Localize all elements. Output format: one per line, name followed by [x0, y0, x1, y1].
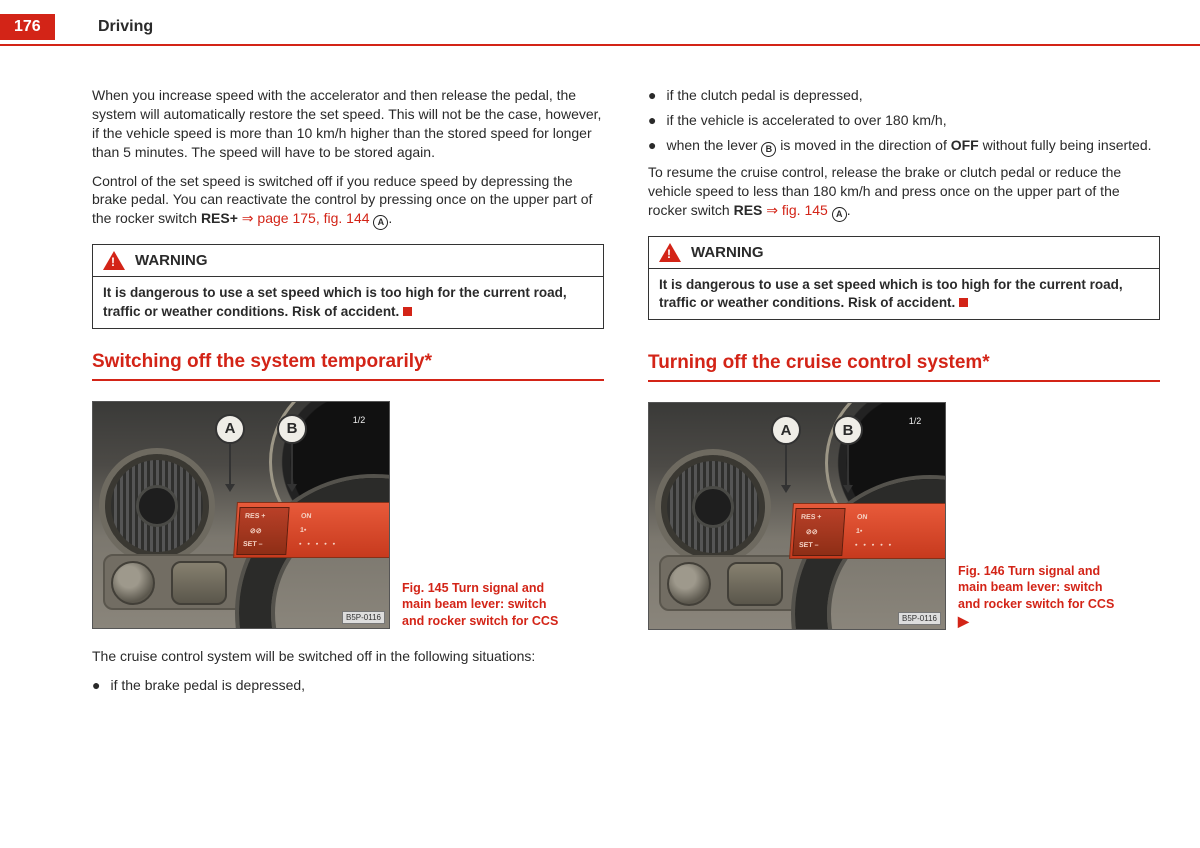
- arrow: ⇒: [238, 210, 258, 226]
- text: without fully being inserted.: [979, 137, 1152, 153]
- lever-one: 1•: [856, 528, 863, 535]
- warning-box-left: WARNING It is dangerous to use a set spe…: [92, 244, 604, 328]
- res-label: RES: [734, 202, 763, 218]
- callout-a: A: [771, 415, 801, 445]
- off-label: OFF: [951, 137, 979, 153]
- warning-text: It is dangerous to use a set speed which…: [659, 277, 1123, 310]
- fig-146-caption: Fig. 146 Turn signal and main beam lever…: [958, 563, 1118, 630]
- lever-cancel: ⊘⊘: [806, 528, 818, 536]
- page-number: 176: [0, 14, 55, 40]
- text: To resume the cruise control, release th…: [648, 164, 1121, 218]
- bullet-icon: ●: [648, 86, 656, 105]
- knob-panel: [659, 555, 809, 611]
- text: when the lever: [666, 137, 761, 153]
- cruise-lever: RES + ⊘⊘ SET – ON 1• • • • • •: [233, 502, 390, 558]
- lever-one: 1•: [300, 527, 307, 534]
- lever-res: RES +: [801, 514, 822, 521]
- warning-triangle-icon: [103, 251, 125, 270]
- lever-on: ON: [857, 514, 868, 521]
- lever-cancel: ⊘⊘: [250, 527, 262, 535]
- bullet-icon: ●: [648, 136, 656, 157]
- air-vent: [99, 448, 215, 564]
- knob: [667, 562, 711, 606]
- end-marker-icon: [959, 298, 968, 307]
- continue-arrow-icon: ▶: [958, 613, 969, 629]
- bullet-icon: ●: [648, 111, 656, 130]
- cruise-lever: RES + ⊘⊘ SET – ON 1• • • • • •: [789, 503, 946, 559]
- lever-dots: • • • • •: [299, 541, 338, 548]
- right-bullet-3: ● when the lever B is moved in the direc…: [648, 136, 1160, 157]
- arrow: ⇒: [762, 202, 782, 218]
- fig-145-caption: Fig. 145 Turn signal and main beam lever…: [402, 580, 562, 629]
- bullet-text: when the lever B is moved in the directi…: [666, 136, 1151, 157]
- fig-ref: fig. 145: [782, 202, 828, 218]
- warning-header: WARNING: [93, 245, 603, 277]
- figure-row-right: RES + ⊘⊘ SET – ON 1• • • • • • A B B5P-0…: [648, 402, 1160, 630]
- res-plus: RES+: [201, 210, 238, 226]
- bullet-text: if the clutch pedal is depressed,: [666, 86, 862, 105]
- letter-a-ref: A: [373, 215, 388, 230]
- right-bullet-2: ● if the vehicle is accelerated to over …: [648, 111, 1160, 130]
- warning-body: It is dangerous to use a set speed which…: [649, 269, 1159, 319]
- warning-label: WARNING: [135, 252, 208, 269]
- bullet-text: if the brake pedal is depressed,: [110, 676, 305, 695]
- section-title: Driving: [98, 18, 153, 36]
- lever-res: RES +: [245, 513, 266, 520]
- content-columns: When you increase speed with the acceler…: [92, 86, 1160, 701]
- bullet-icon: ●: [92, 676, 100, 695]
- callout-b: B: [277, 414, 307, 444]
- right-subhead: Turning off the cruise control system*: [648, 352, 1160, 382]
- air-vent: [655, 449, 771, 565]
- figure-145: RES + ⊘⊘ SET – ON 1• • • • • • A B B5P-0…: [92, 401, 390, 629]
- left-bullet-1: ● if the brake pedal is depressed,: [92, 676, 604, 695]
- warning-text: It is dangerous to use a set speed which…: [103, 285, 567, 318]
- left-para-2: Control of the set speed is switched off…: [92, 172, 604, 231]
- text: .: [847, 202, 851, 218]
- illustration-code: B5P-0116: [898, 612, 941, 625]
- left-subhead: Switching off the system temporarily*: [92, 351, 604, 381]
- right-bullet-1: ● if the clutch pedal is depressed,: [648, 86, 1160, 105]
- lever-on: ON: [301, 513, 312, 520]
- left-after-fig: The cruise control system will be switch…: [92, 647, 604, 666]
- switch-cluster: [171, 561, 227, 605]
- lever-dots: • • • • •: [855, 542, 894, 549]
- right-column: ● if the clutch pedal is depressed, ● if…: [648, 86, 1160, 701]
- callout-b: B: [833, 415, 863, 445]
- callout-a: A: [215, 414, 245, 444]
- text: is moved in the direction of: [776, 137, 950, 153]
- warning-header: WARNING: [649, 237, 1159, 269]
- lever-set: SET –: [799, 542, 819, 549]
- switch-cluster: [727, 562, 783, 606]
- left-para-1: When you increase speed with the acceler…: [92, 86, 604, 162]
- figure-146: RES + ⊘⊘ SET – ON 1• • • • • • A B B5P-0…: [648, 402, 946, 630]
- right-para: To resume the cruise control, release th…: [648, 163, 1160, 222]
- warning-label: WARNING: [691, 244, 764, 261]
- letter-b-ref: B: [761, 142, 776, 157]
- caption-text: Fig. 146 Turn signal and main beam lever…: [958, 564, 1114, 611]
- knob: [111, 561, 155, 605]
- page-ref: page 175, fig. 144: [257, 210, 369, 226]
- illustration-code: B5P-0116: [342, 611, 385, 624]
- warning-box-right: WARNING It is dangerous to use a set spe…: [648, 236, 1160, 320]
- figure-row-left: RES + ⊘⊘ SET – ON 1• • • • • • A B B5P-0…: [92, 401, 604, 629]
- text: .: [388, 210, 392, 226]
- end-marker-icon: [403, 307, 412, 316]
- warning-body: It is dangerous to use a set speed which…: [93, 277, 603, 327]
- bullet-text: if the vehicle is accelerated to over 18…: [666, 111, 946, 130]
- header-rule: [0, 44, 1200, 46]
- left-column: When you increase speed with the acceler…: [92, 86, 604, 701]
- letter-a-ref: A: [832, 207, 847, 222]
- knob-panel: [103, 554, 253, 610]
- lever-set: SET –: [243, 541, 263, 548]
- warning-triangle-icon: [659, 243, 681, 262]
